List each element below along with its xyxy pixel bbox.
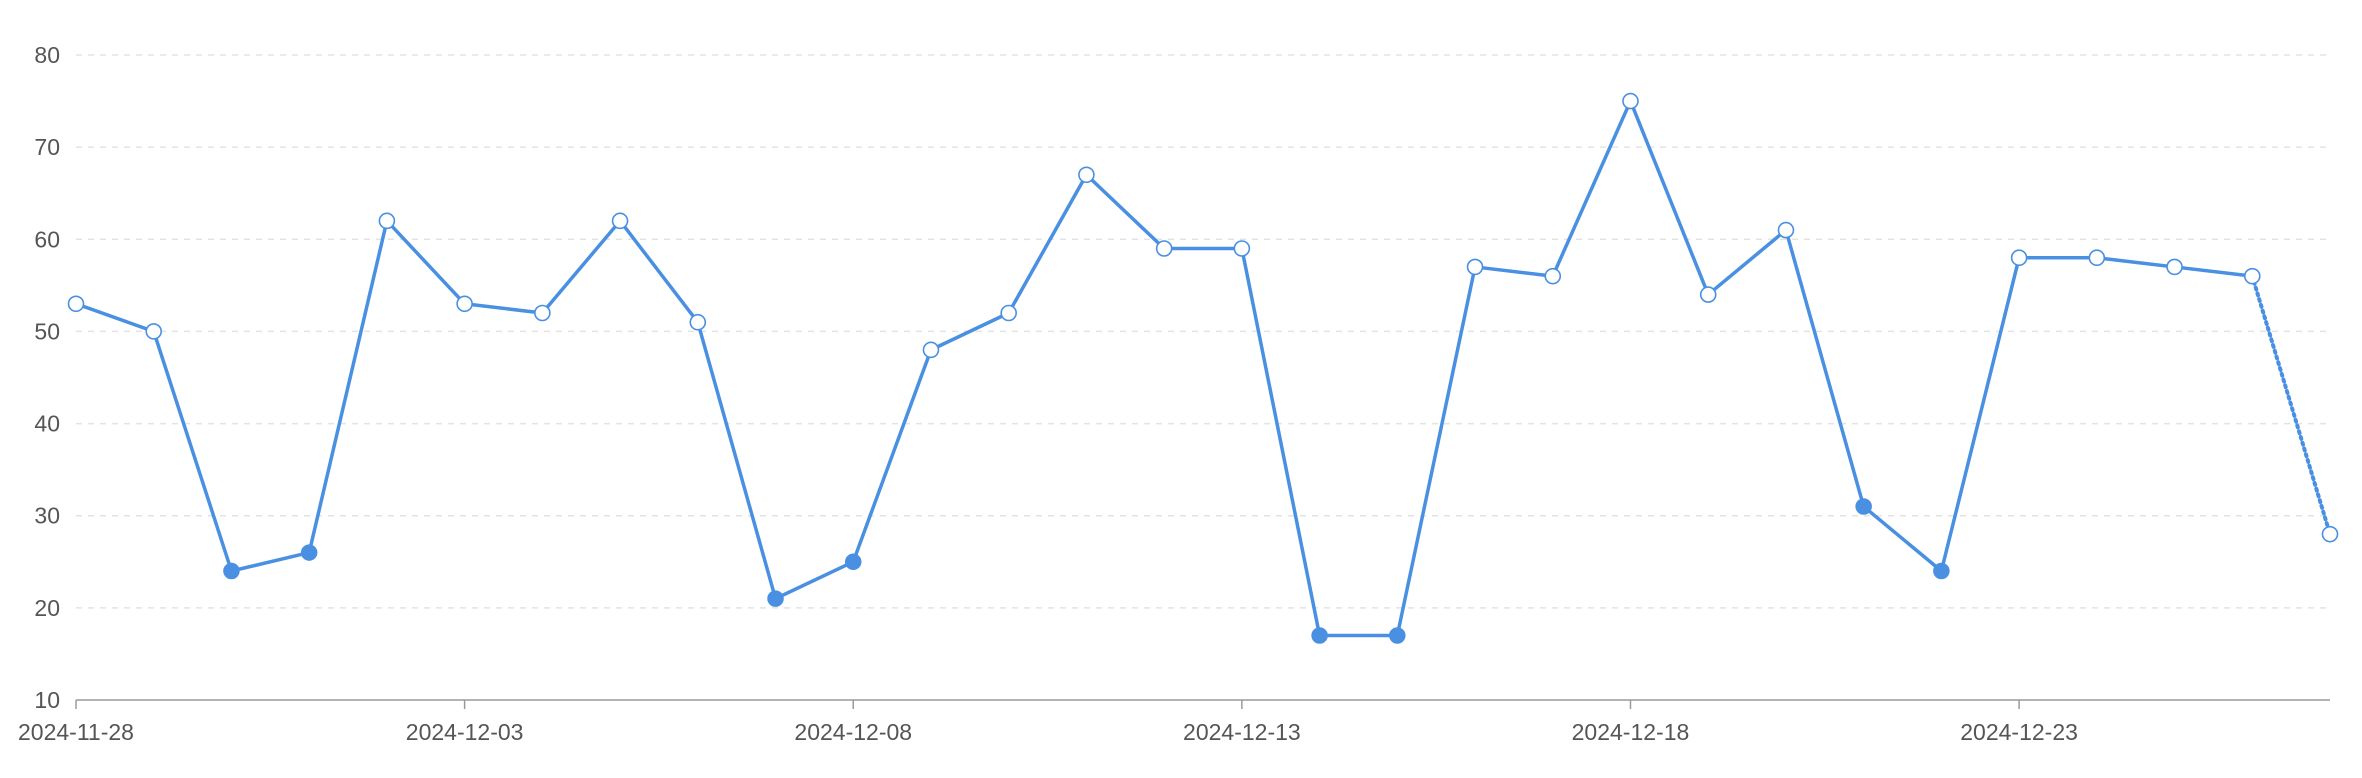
data-point-filled[interactable]	[1855, 498, 1872, 515]
series-layer	[74, 99, 2332, 638]
axis-layer: 10 20 30 40 50 60 70 80 2024-11-28 2024-12-03 2024…	[18, 42, 2330, 745]
y-tick-label: 10	[34, 687, 60, 713]
x-tick-label: 2024-12-03	[406, 719, 524, 745]
data-point[interactable]	[67, 295, 85, 313]
data-point[interactable]	[2321, 525, 2339, 543]
data-point[interactable]	[922, 341, 940, 359]
x-tick-label: 2024-12-23	[1960, 719, 2078, 745]
y-tick-label: 50	[34, 318, 60, 344]
series-line-dotted-segment	[2250, 274, 2332, 537]
x-tick-label: 2024-12-13	[1183, 719, 1301, 745]
y-tick-label: 30	[34, 503, 60, 529]
y-tick-label: 80	[34, 42, 60, 68]
data-point[interactable]	[145, 323, 163, 340]
series-line	[74, 99, 2255, 638]
data-point[interactable]	[1233, 240, 1251, 257]
data-point[interactable]	[611, 212, 629, 230]
data-point[interactable]	[1777, 221, 1795, 239]
data-point-filled[interactable]	[1933, 562, 1950, 580]
data-point-filled[interactable]	[223, 562, 240, 580]
grid-layer	[76, 54, 2330, 609]
data-point-filled[interactable]	[300, 544, 318, 561]
data-point[interactable]	[1078, 166, 1095, 184]
data-point[interactable]	[456, 295, 473, 313]
data-point[interactable]	[1000, 304, 1017, 322]
data-point-filled[interactable]	[1311, 627, 1328, 644]
data-point-filled[interactable]	[767, 590, 784, 607]
y-tick-label: 60	[34, 226, 60, 252]
y-tick-label: 70	[34, 134, 60, 160]
data-point-filled[interactable]	[1389, 627, 1406, 644]
x-tick-label: 2024-11-28	[18, 719, 134, 745]
data-point[interactable]	[1622, 92, 1639, 110]
data-point[interactable]	[1699, 286, 1717, 303]
data-point[interactable]	[2166, 258, 2183, 276]
data-point[interactable]	[2010, 249, 2028, 267]
x-tick-label: 2024-12-18	[1572, 719, 1690, 745]
data-point[interactable]	[1155, 240, 1173, 257]
data-point[interactable]	[2088, 249, 2106, 267]
points-layer	[67, 92, 2339, 644]
y-tick-label: 20	[34, 595, 60, 621]
data-point[interactable]	[689, 313, 707, 331]
x-tick-label: 2024-12-08	[794, 719, 912, 745]
data-point[interactable]	[534, 304, 551, 322]
data-point[interactable]	[2243, 267, 2261, 285]
data-point[interactable]	[1466, 258, 1484, 276]
data-point[interactable]	[1544, 267, 1562, 285]
data-point[interactable]	[378, 212, 396, 230]
data-point-filled[interactable]	[844, 553, 862, 571]
y-tick-label: 40	[34, 411, 60, 437]
